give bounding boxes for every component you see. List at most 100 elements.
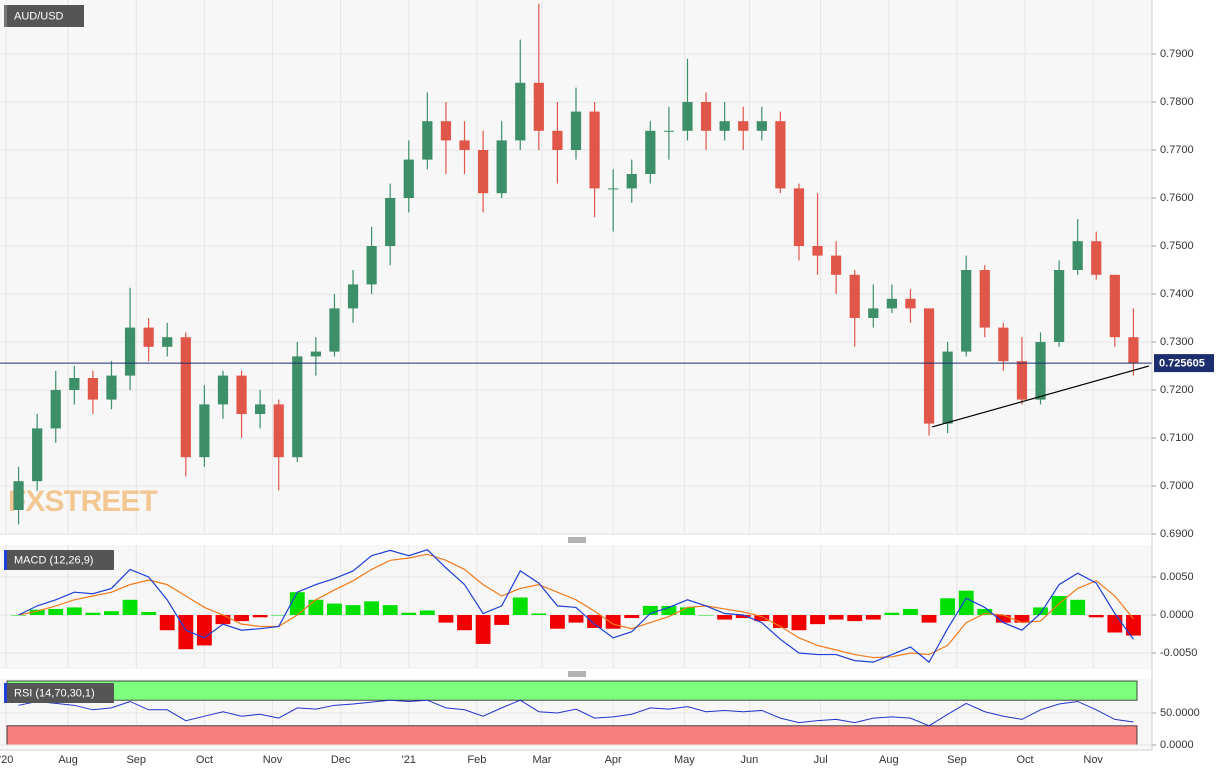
histogram-bar [196,615,212,646]
candle-body [868,308,879,318]
histogram-bar [512,597,528,616]
candle-body [1109,274,1120,338]
histogram-bar [847,615,863,622]
candle-body [255,404,266,414]
resize-handle[interactable] [568,537,586,543]
histogram-bar [271,615,287,616]
histogram-bar [252,615,268,618]
x-tick-label: Oct [1016,754,1033,766]
y-tick-label: 0.7700 [1160,144,1194,156]
histogram-bar [1070,599,1086,616]
trendline [931,365,1150,428]
candle-body [923,308,935,424]
histogram-bar [1088,615,1104,618]
indicator-label-box [4,683,114,703]
x-tick-label: Feb [467,754,486,766]
indicator-accent [4,683,7,703]
histogram-bar [884,612,900,616]
histogram-bar [141,611,157,616]
x-tick-label: '20 [0,754,13,766]
y-tick-label: 0.7600 [1160,192,1194,204]
candle-body [385,198,396,246]
x-tick-label: Apr [605,754,622,766]
panel-divider[interactable] [0,536,1231,544]
last-price-label: 0.725605 [1159,358,1205,370]
y-tick-label: -0.0050 [1160,647,1197,659]
y-tick-label: 0.7800 [1160,96,1194,108]
candle-body [719,121,730,131]
histogram-bar [1033,607,1048,616]
histogram-bar [457,615,472,631]
candle-body [756,121,767,131]
candle-body [738,121,749,131]
y-tick-label: 0.7200 [1160,384,1194,396]
histogram-bar [531,613,547,616]
candle-body [626,174,637,189]
candle-body [69,378,80,390]
last-price-box [1154,354,1214,373]
histogram-bar [810,615,825,625]
x-tick-label: Sep [126,754,146,766]
x-tick-label: Nov [263,754,283,766]
candle-body [886,298,897,309]
y-tick-label: 0.7000 [1160,480,1194,492]
histogram-bar [605,615,621,629]
histogram-bar [698,615,714,616]
histogram-bar [11,615,27,616]
candle-body [905,298,916,309]
candle-body [329,308,340,352]
candle-body [273,404,284,458]
x-tick-label: Jul [814,754,828,766]
panel-divider[interactable] [0,670,1231,678]
candle-body [979,270,990,328]
histogram-bar [327,603,342,616]
y-tick-label: 0.7500 [1160,240,1194,252]
macd-line [18,548,1134,664]
histogram-bar [364,601,380,616]
x-tick-label: Aug [879,754,899,766]
candle-body [942,351,953,424]
y-tick-label: 0.0050 [1160,571,1194,583]
candle-body [1035,342,1046,400]
x-tick-label: Jun [741,754,759,766]
histogram-bar [419,610,435,616]
candle-body [143,327,154,347]
candle-body [496,140,507,194]
x-tick-label: Dec [331,754,351,766]
candle-body [608,188,619,190]
indicator-title: MACD (12,26,9) [14,554,93,566]
candle-body [87,378,99,400]
histogram-bar [308,599,324,616]
histogram-bar [475,615,491,644]
overbought-zone [6,680,1138,701]
candle-body [292,356,303,458]
price-panel [0,0,1152,535]
resize-handle[interactable] [568,671,586,677]
candle-body [515,82,526,141]
histogram-bar [345,605,361,616]
histogram-bar [642,605,658,616]
candle-body [440,121,452,141]
histogram-bar [438,615,454,623]
candle-body [961,270,972,352]
candle-body [32,428,43,482]
candle-body [13,481,24,510]
histogram-bar [958,590,974,616]
x-tick-label: May [674,754,695,766]
candle-body [236,375,247,414]
histogram-bar [122,599,138,616]
candle-body [552,130,563,150]
indicator-label-box [4,550,114,570]
histogram-bar [1014,615,1030,623]
histogram-bar [977,608,993,616]
candle-body [1091,241,1102,275]
histogram-bar [828,615,844,620]
candle-body [477,150,489,194]
histogram-bar [401,612,417,616]
watermark: FXSTREET [8,485,157,518]
histogram-bar [48,608,64,616]
histogram-bar [234,615,249,622]
y-tick-label: 0.7900 [1160,48,1194,60]
histogram-bar [717,615,733,620]
candle-body [570,111,582,150]
